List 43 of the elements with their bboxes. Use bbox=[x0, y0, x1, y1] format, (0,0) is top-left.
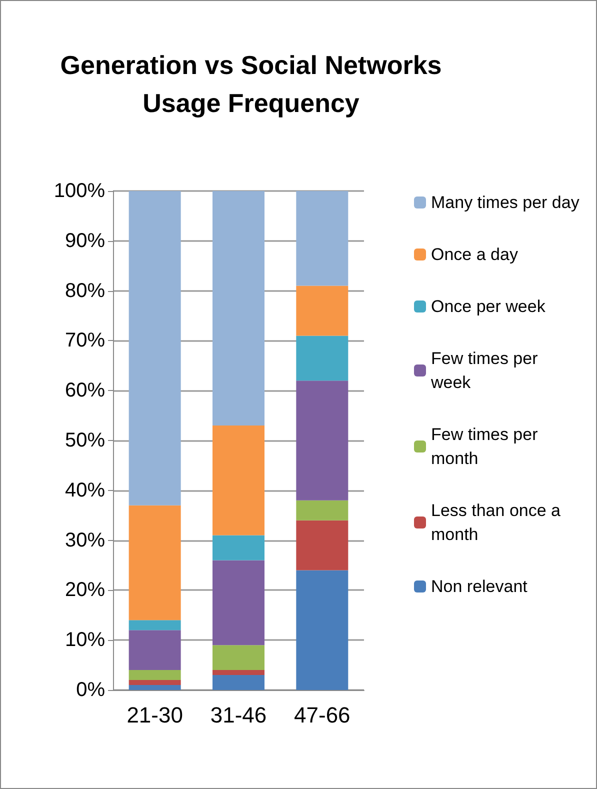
legend-label: Non relevant bbox=[431, 577, 528, 596]
y-tick-label: 30% bbox=[64, 529, 106, 552]
bar bbox=[296, 500, 348, 520]
y-tick-label: 100% bbox=[54, 180, 106, 202]
bar bbox=[128, 670, 181, 680]
y-tick-label: 20% bbox=[64, 579, 106, 602]
legend-label: Less than once a month bbox=[431, 501, 566, 544]
bar bbox=[128, 685, 181, 690]
y-tick-label: 10% bbox=[64, 629, 106, 652]
bar bbox=[296, 520, 348, 570]
bar bbox=[212, 191, 264, 426]
y-tick-label: 50% bbox=[64, 430, 106, 452]
y-tick-label: 0% bbox=[76, 679, 106, 701]
y-tick-label: 70% bbox=[64, 330, 106, 352]
legend-label: Once per week bbox=[431, 297, 546, 316]
bar bbox=[212, 670, 264, 676]
y-tick-label: 40% bbox=[64, 479, 106, 502]
bar bbox=[128, 191, 181, 506]
bar bbox=[128, 620, 181, 630]
bar bbox=[296, 191, 348, 286]
bar bbox=[296, 380, 348, 500]
bar bbox=[296, 570, 348, 690]
legend-label: Few times per week bbox=[430, 349, 542, 392]
legend-label: Once a day bbox=[431, 245, 518, 264]
y-tick-label: 60% bbox=[64, 380, 106, 402]
bar bbox=[296, 336, 348, 381]
bar bbox=[212, 535, 264, 560]
x-tick-label: 31-46 bbox=[210, 702, 267, 728]
x-tick-label: 47-66 bbox=[294, 702, 350, 728]
bar bbox=[212, 560, 264, 646]
y-tick-label: 80% bbox=[64, 280, 106, 302]
x-tick-label: 21-30 bbox=[126, 702, 183, 728]
chart-title: Generation vs Social Networks Usage Frequency bbox=[60, 50, 442, 118]
bar bbox=[212, 675, 264, 690]
bar bbox=[128, 505, 181, 620]
bar bbox=[212, 645, 264, 670]
legend-label: Many times per day bbox=[431, 193, 580, 212]
bar bbox=[212, 426, 264, 536]
legend-label: Few times per month bbox=[431, 425, 542, 468]
bar bbox=[128, 630, 181, 670]
y-tick-label: 90% bbox=[64, 230, 106, 252]
bar bbox=[296, 286, 348, 336]
bar bbox=[128, 680, 181, 686]
